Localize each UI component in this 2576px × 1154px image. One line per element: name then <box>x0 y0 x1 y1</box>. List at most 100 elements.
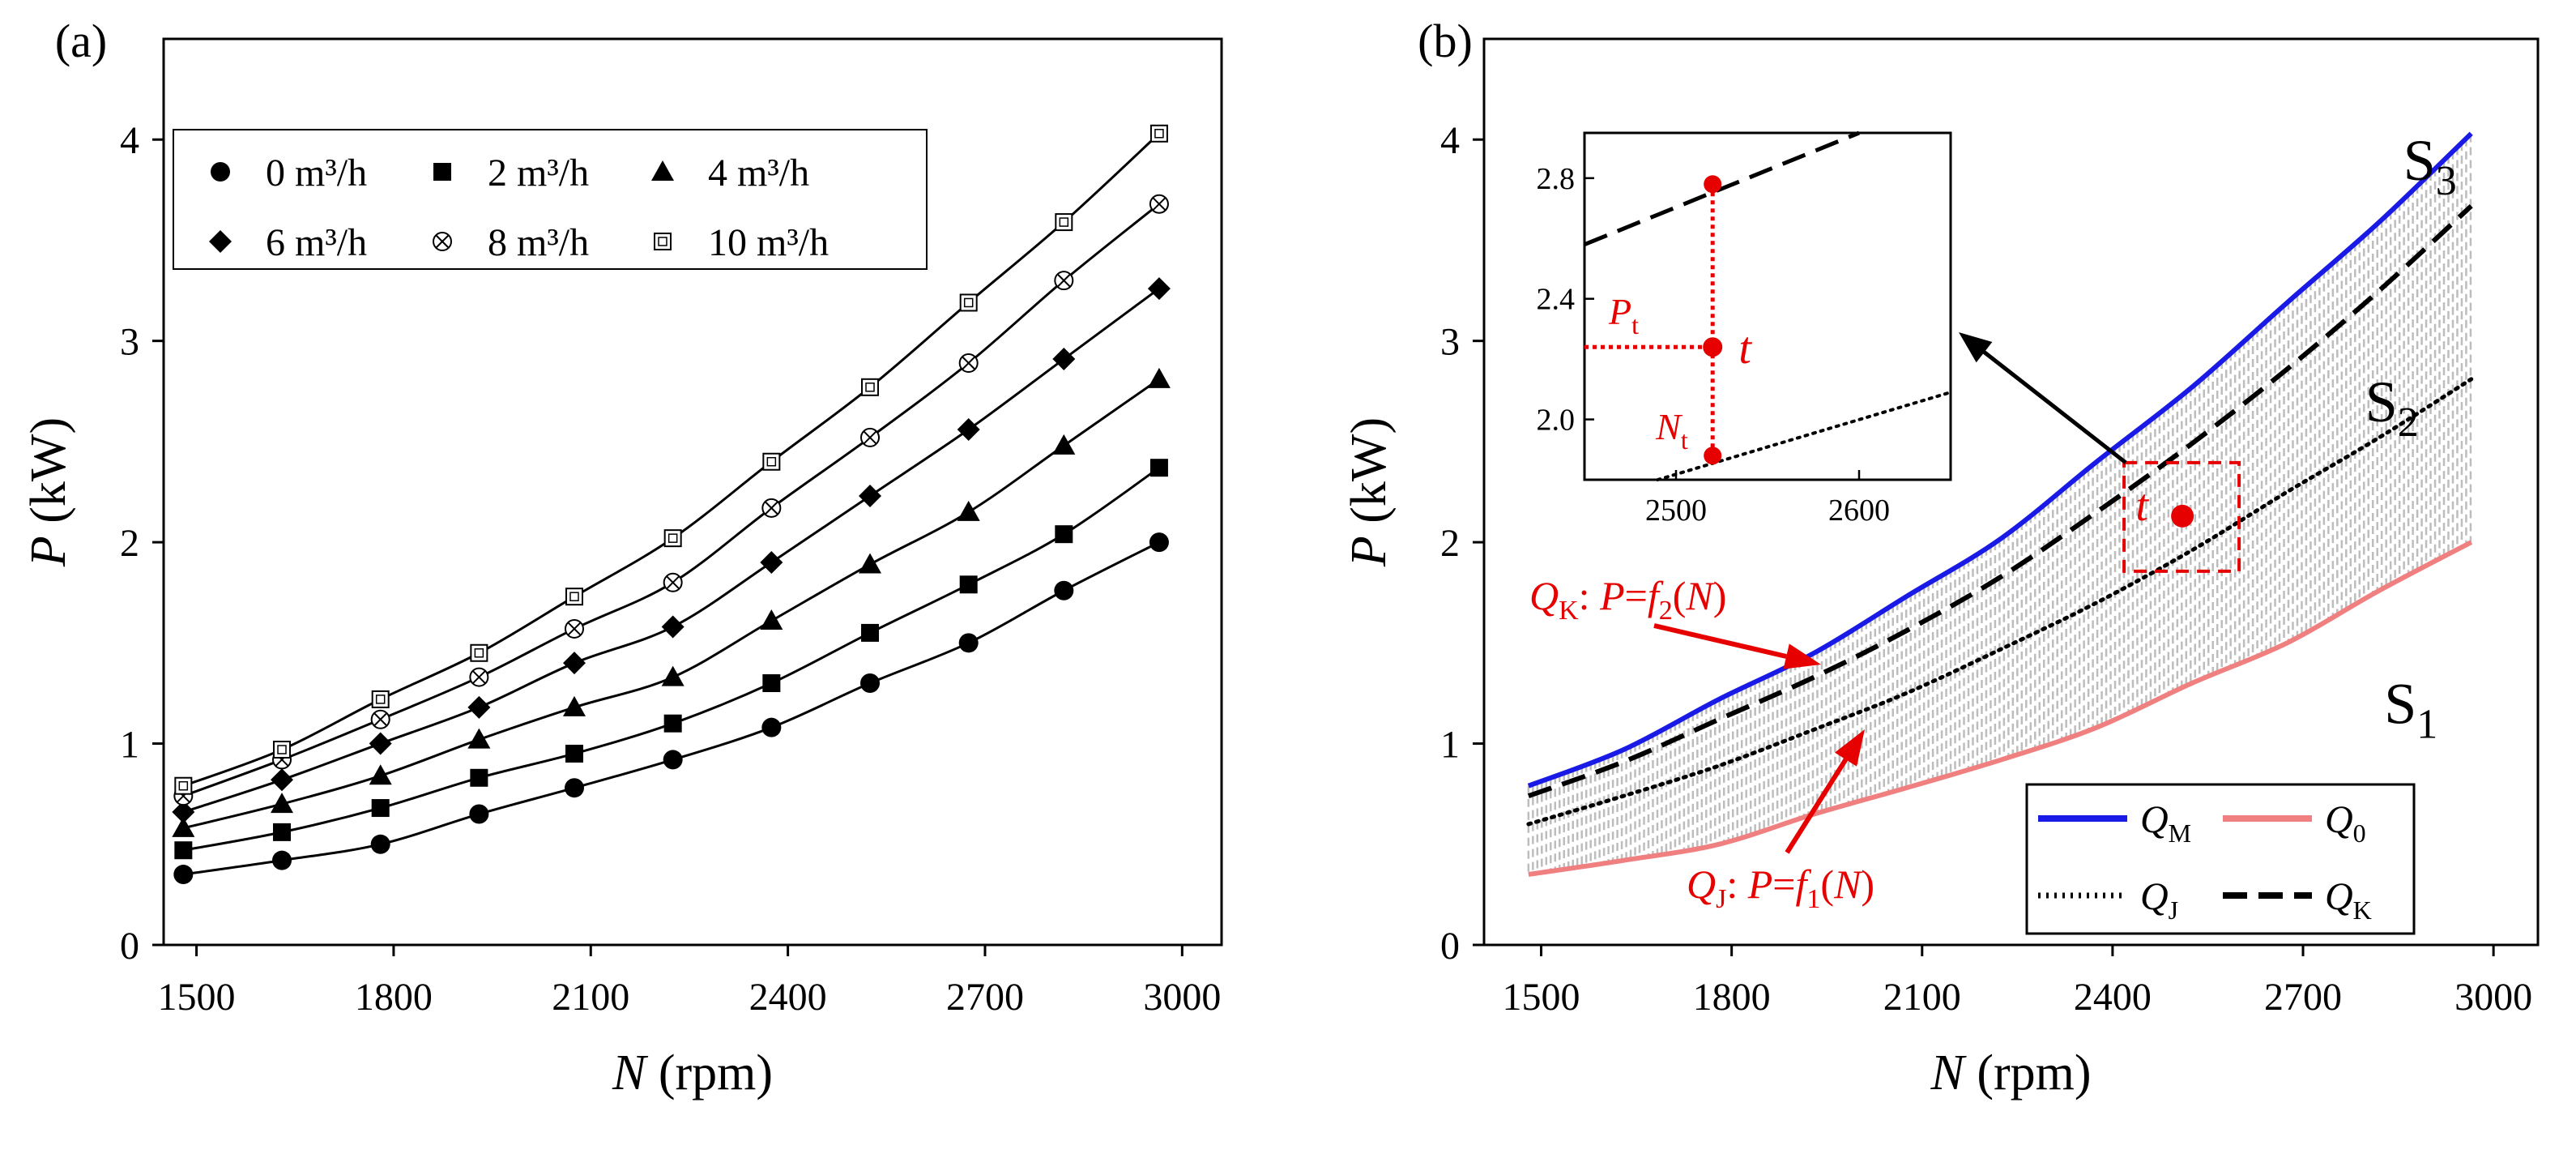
qk-annotation-arrow <box>1653 623 1821 669</box>
y-tick-label-b: 1 <box>1440 724 1460 767</box>
data-point <box>565 744 583 763</box>
legend-a: 0 m³/h 2 m³/h 4 m³/h 6 m³/h 8 m³/h 10 m³/h <box>173 129 928 270</box>
data-point <box>565 588 583 606</box>
data-point <box>1055 213 1073 232</box>
legend-label: 8 m³/h <box>488 221 589 264</box>
fit-curve <box>182 132 1160 788</box>
x-tick-label-a: 2400 <box>749 976 827 1019</box>
x-tick-label-a: 1800 <box>355 976 433 1019</box>
data-point <box>370 709 390 729</box>
series-line-qk <box>1527 203 2473 798</box>
plot-area-a <box>172 124 1171 885</box>
inset-y-tick-label: 2.0 <box>1537 404 1576 438</box>
chart-panel-a: (a) 1500 1800 2100 2400 2700 3000 0 1 2 3 4 N (rpm) P… <box>21 15 1223 1101</box>
data-point <box>1147 367 1171 388</box>
data-point <box>1149 459 1168 477</box>
legend-label: Q0 <box>2325 798 2366 848</box>
data-point <box>1147 277 1171 301</box>
legend-marker <box>209 230 232 253</box>
y-tick-label-a: 4 <box>120 119 139 162</box>
y-tick-label-a: 0 <box>120 925 139 968</box>
data-point <box>467 728 491 749</box>
qk-annotation-label: QK: P=f2(N) <box>1529 573 1726 626</box>
legend-label: 2 m³/h <box>488 152 589 194</box>
data-point <box>271 768 294 792</box>
x-tick-label-a: 2100 <box>552 976 629 1019</box>
legend-label: QM <box>2140 798 2191 848</box>
data-point <box>1149 532 1169 553</box>
region-label: S2 <box>2365 370 2419 446</box>
inset-y-tick-label: 2.4 <box>1537 283 1576 317</box>
inset-point-t <box>1703 337 1723 357</box>
y-tick-label-a: 3 <box>120 321 139 364</box>
legend-label: 10 m³/h <box>708 221 829 264</box>
inset-point-lower <box>1704 447 1722 465</box>
data-point <box>860 673 881 694</box>
data-point <box>564 778 584 798</box>
data-point <box>470 768 488 787</box>
x-axis-label-b: N (rpm) <box>1930 1045 2091 1101</box>
region-label: S3 <box>2403 128 2457 204</box>
data-point <box>370 834 390 854</box>
legend-b: QM Q0 QJ QK <box>2025 783 2416 935</box>
data-point <box>663 750 683 770</box>
data-point <box>273 741 292 759</box>
inset-chart: t Pt Nt 2500 2600 2.0 2.4 2.8 <box>1537 130 1952 528</box>
data-point <box>1149 194 1169 214</box>
point-t-label: t <box>2135 481 2149 531</box>
data-point <box>371 799 390 818</box>
panel-label-b: (b) <box>1418 15 1473 67</box>
data-point <box>562 695 586 716</box>
fit-curve <box>182 287 1160 814</box>
inset-qk-line <box>1584 130 1860 247</box>
y-axis-label-a: P (kW) <box>21 417 76 567</box>
legend-label: QK <box>2325 875 2372 925</box>
data-point <box>663 572 683 592</box>
data-point <box>467 695 491 719</box>
point-t-marker <box>2171 504 2194 528</box>
qk-annotation-arrow-head <box>1783 643 1821 669</box>
x-axis-label-a: N (rpm) <box>612 1045 773 1101</box>
plot-frame-b <box>1482 37 2540 947</box>
qj-annotation-arrow-head <box>1834 729 1865 767</box>
data-point <box>469 667 489 687</box>
zoom-box <box>2122 460 2241 573</box>
y-tick-label-b: 4 <box>1440 119 1460 162</box>
plot-area-b <box>1526 131 2474 878</box>
data-point <box>174 841 193 860</box>
data-point <box>959 293 978 312</box>
zoom-arrow-shaft <box>1972 342 2127 464</box>
data-point <box>1052 434 1076 455</box>
data-point <box>172 801 195 824</box>
legend-marker <box>654 233 672 250</box>
inset-y-tick-label: 2.8 <box>1537 162 1576 196</box>
legend-label: QJ <box>2140 875 2178 925</box>
data-point <box>762 674 781 693</box>
x-tick-label-b: 1800 <box>1693 976 1771 1019</box>
inset-qj-line <box>1656 391 1952 481</box>
data-point <box>1052 348 1076 371</box>
x-tick-label-a: 2700 <box>946 976 1024 1019</box>
data-point <box>173 865 194 885</box>
data-point <box>859 484 882 507</box>
data-point <box>958 353 979 373</box>
y-tick-label-b: 2 <box>1440 522 1460 565</box>
data-point <box>564 618 584 639</box>
inset-pt-label: Pt <box>1608 291 1639 340</box>
data-point <box>1149 124 1168 143</box>
y-tick-label-a: 2 <box>120 522 139 565</box>
qj-annotation-label: QJ: P=f1(N) <box>1687 861 1874 914</box>
data-point <box>271 793 294 814</box>
legend-label: 4 m³/h <box>708 152 809 194</box>
inset-nt-label: Nt <box>1655 406 1688 455</box>
legend-marker <box>651 160 674 181</box>
data-point <box>959 575 978 594</box>
fit-curve <box>183 466 1160 852</box>
series-line-qm <box>1527 131 2473 789</box>
y-axis-label-b: P (kW) <box>1341 417 1397 567</box>
data-point <box>371 690 390 708</box>
data-point <box>470 643 488 662</box>
legend-marker <box>211 162 230 182</box>
zoom-arrow <box>1959 332 2127 464</box>
data-point <box>861 623 880 642</box>
